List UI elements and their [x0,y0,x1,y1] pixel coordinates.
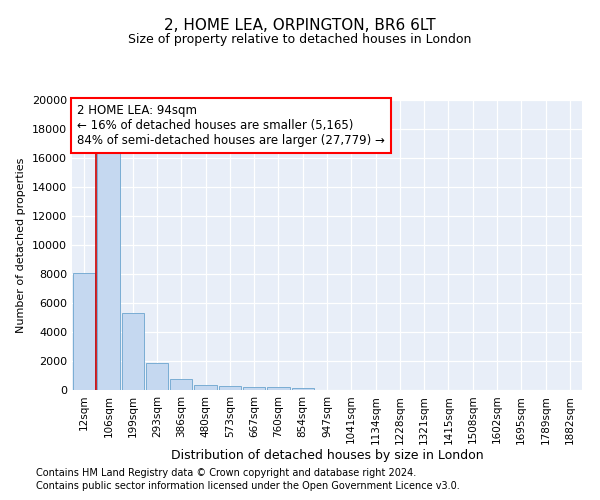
Bar [267,388,290,390]
Text: Size of property relative to detached houses in London: Size of property relative to detached ho… [128,32,472,46]
Bar [218,386,241,390]
Bar [73,272,95,390]
Bar [292,388,314,390]
Bar [97,150,119,390]
Bar [122,313,144,390]
X-axis label: Distribution of detached houses by size in London: Distribution of detached houses by size … [170,449,484,462]
Text: 2 HOME LEA: 94sqm
← 16% of detached houses are smaller (5,165)
84% of semi-detac: 2 HOME LEA: 94sqm ← 16% of detached hous… [77,104,385,148]
Bar [170,379,193,390]
Bar [194,385,217,390]
Bar [243,387,265,390]
Y-axis label: Number of detached properties: Number of detached properties [16,158,26,332]
Text: Contains public sector information licensed under the Open Government Licence v3: Contains public sector information licen… [36,481,460,491]
Text: 2, HOME LEA, ORPINGTON, BR6 6LT: 2, HOME LEA, ORPINGTON, BR6 6LT [164,18,436,32]
Text: Contains HM Land Registry data © Crown copyright and database right 2024.: Contains HM Land Registry data © Crown c… [36,468,416,477]
Bar [146,363,168,390]
